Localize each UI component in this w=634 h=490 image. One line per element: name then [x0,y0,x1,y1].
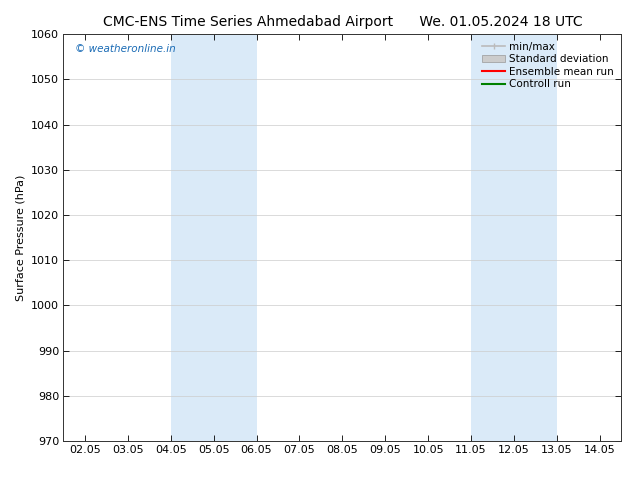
Y-axis label: Surface Pressure (hPa): Surface Pressure (hPa) [16,174,25,301]
Legend: min/max, Standard deviation, Ensemble mean run, Controll run: min/max, Standard deviation, Ensemble me… [479,39,617,93]
Bar [471,34,514,441]
Text: © weatheronline.in: © weatheronline.in [75,45,176,54]
Title: CMC-ENS Time Series Ahmedabad Airport      We. 01.05.2024 18 UTC: CMC-ENS Time Series Ahmedabad Airport We… [103,15,582,29]
Bar [171,34,214,441]
Bar [514,34,557,441]
Bar [214,34,257,441]
